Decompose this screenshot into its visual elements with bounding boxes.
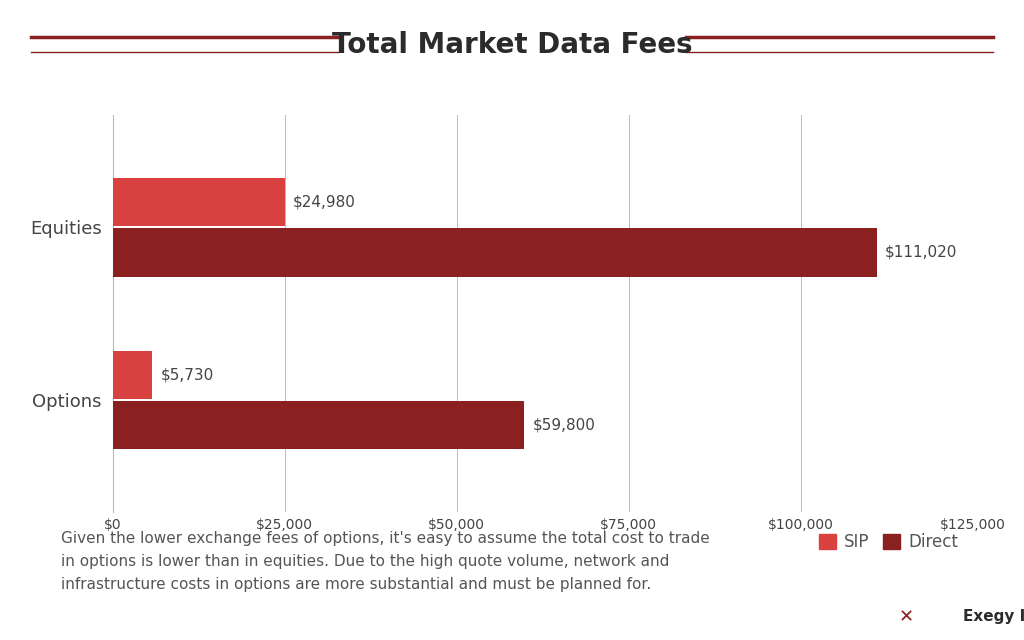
Bar	[113, 178, 285, 227]
Text: $59,800: $59,800	[532, 417, 595, 433]
Text: $111,020: $111,020	[885, 245, 957, 260]
Text: Exegy Insights: Exegy Insights	[963, 609, 1024, 625]
Bar	[113, 351, 153, 399]
Bar	[113, 228, 877, 276]
Text: Total Market Data Fees: Total Market Data Fees	[332, 31, 692, 59]
Text: Given the lower exchange fees of options, it's easy to assume the total cost to : Given the lower exchange fees of options…	[61, 531, 711, 592]
Legend: SIP, Direct: SIP, Direct	[812, 527, 965, 558]
Text: $24,980: $24,980	[293, 195, 355, 210]
Text: ✕: ✕	[899, 608, 913, 626]
Bar	[113, 401, 524, 449]
Text: $5,730: $5,730	[161, 367, 214, 382]
